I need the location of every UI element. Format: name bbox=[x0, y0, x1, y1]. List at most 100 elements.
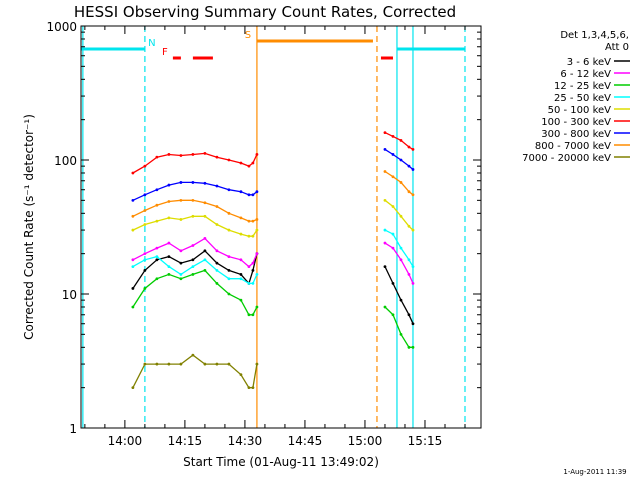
data-point-0-1-2 bbox=[399, 298, 403, 302]
data-point-8-0-8 bbox=[227, 362, 231, 366]
series-line-8-0 bbox=[132, 354, 258, 389]
data-point-7-0-10 bbox=[247, 219, 251, 223]
data-point-4-0-12 bbox=[255, 228, 259, 232]
data-point-5-0-4 bbox=[179, 154, 183, 157]
data-point-3-1-1 bbox=[391, 232, 395, 236]
data-point-5-0-10 bbox=[247, 164, 251, 168]
data-point-4-0-11 bbox=[251, 234, 255, 238]
legend-entry-6: 300 - 800 keV bbox=[541, 129, 611, 140]
data-point-5-0-0 bbox=[131, 171, 135, 175]
legend-entry-1: 6 - 12 keV bbox=[560, 69, 611, 80]
data-point-5-0-6 bbox=[203, 152, 207, 155]
data-point-1-0-0 bbox=[131, 258, 135, 262]
legend-entry-7: 800 - 7000 keV bbox=[535, 141, 611, 152]
plot-frame bbox=[80, 25, 482, 429]
legend-entry-3: 25 - 50 keV bbox=[554, 93, 611, 104]
data-point-0-0-5 bbox=[191, 258, 195, 262]
data-point-4-0-1 bbox=[143, 223, 147, 226]
legend-entry-2: 12 - 25 keV bbox=[554, 81, 611, 92]
data-point-4-0-7 bbox=[215, 223, 219, 226]
x-axis-label: Start Time (01-Aug-11 13:49:02) bbox=[183, 455, 379, 469]
data-point-1-0-7 bbox=[215, 249, 219, 253]
data-point-6-1-1 bbox=[391, 153, 395, 156]
flag-label-S: S bbox=[245, 30, 251, 41]
data-point-6-0-2 bbox=[155, 188, 159, 192]
data-point-7-0-2 bbox=[155, 203, 159, 207]
data-point-3-0-5 bbox=[191, 265, 195, 269]
data-point-2-1-1 bbox=[391, 313, 395, 317]
data-point-8-0-11 bbox=[251, 386, 255, 390]
data-point-2-0-4 bbox=[179, 277, 183, 281]
data-point-7-0-11 bbox=[251, 219, 255, 223]
x-tick-label-3: 14:45 bbox=[288, 434, 323, 448]
series-line-1-0 bbox=[132, 237, 258, 268]
data-point-7-0-0 bbox=[131, 214, 135, 218]
data-point-2-0-10 bbox=[247, 313, 251, 317]
data-point-5-0-1 bbox=[143, 164, 147, 168]
data-point-8-0-0 bbox=[131, 386, 135, 390]
data-point-1-0-1 bbox=[143, 252, 147, 256]
flag-label-F: F bbox=[162, 47, 168, 58]
data-point-4-1-2 bbox=[399, 214, 403, 218]
data-point-6-0-12 bbox=[255, 190, 259, 194]
data-point-0-0-6 bbox=[203, 249, 207, 253]
data-point-7-0-4 bbox=[179, 198, 183, 202]
data-point-2-0-6 bbox=[203, 269, 207, 272]
series-line-1-1 bbox=[384, 242, 414, 284]
data-point-0-0-4 bbox=[179, 261, 183, 265]
flag-label-N: N bbox=[148, 38, 155, 49]
series-line-4-0 bbox=[132, 215, 258, 237]
data-point-7-0-3 bbox=[167, 200, 171, 203]
data-point-7-1-3 bbox=[407, 190, 411, 194]
data-point-6-1-2 bbox=[399, 158, 403, 162]
data-point-3-1-4 bbox=[411, 265, 415, 269]
data-point-3-1-0 bbox=[383, 228, 387, 232]
data-point-7-1-4 bbox=[411, 193, 415, 197]
data-point-7-0-6 bbox=[203, 201, 207, 205]
data-point-3-0-6 bbox=[203, 258, 207, 262]
data-point-4-0-3 bbox=[167, 216, 171, 220]
x-tick-label-0: 14:00 bbox=[108, 434, 143, 448]
data-point-4-0-6 bbox=[203, 214, 207, 218]
data-point-7-0-9 bbox=[239, 216, 243, 220]
data-point-5-0-7 bbox=[215, 155, 219, 159]
data-point-4-1-1 bbox=[391, 205, 395, 208]
data-point-5-1-0 bbox=[383, 131, 387, 135]
data-point-8-0-3 bbox=[167, 362, 171, 366]
data-point-2-1-3 bbox=[407, 345, 411, 349]
data-point-6-0-6 bbox=[203, 181, 207, 185]
timestamp: 1-Aug-2011 11:39 bbox=[563, 468, 626, 476]
data-point-3-0-8 bbox=[227, 277, 231, 281]
data-point-2-0-1 bbox=[143, 287, 147, 290]
data-point-6-1-0 bbox=[383, 147, 387, 151]
data-point-1-0-10 bbox=[247, 265, 251, 269]
data-point-6-1-4 bbox=[411, 168, 415, 171]
data-point-8-0-9 bbox=[239, 373, 243, 377]
data-point-5-1-4 bbox=[411, 147, 415, 151]
data-point-4-0-2 bbox=[155, 219, 159, 223]
x-tick-label-2: 14:30 bbox=[228, 434, 263, 448]
data-point-4-1-0 bbox=[383, 198, 387, 202]
data-point-3-0-3 bbox=[167, 265, 171, 269]
legend-header-1: Att 0 bbox=[605, 42, 629, 53]
data-point-3-0-0 bbox=[131, 265, 135, 269]
data-point-8-0-7 bbox=[215, 362, 219, 366]
data-point-3-0-2 bbox=[155, 255, 159, 259]
data-point-4-0-8 bbox=[227, 228, 231, 232]
data-point-5-0-9 bbox=[239, 161, 243, 165]
data-point-7-0-8 bbox=[227, 211, 231, 215]
x-tick-label-4: 15:00 bbox=[348, 434, 383, 448]
data-point-0-1-0 bbox=[383, 265, 387, 269]
data-point-3-0-12 bbox=[255, 273, 259, 276]
data-point-7-0-7 bbox=[215, 205, 219, 208]
data-point-4-0-9 bbox=[239, 232, 243, 236]
data-point-5-0-8 bbox=[227, 158, 231, 162]
data-point-0-0-3 bbox=[167, 255, 171, 259]
series-line-6-0 bbox=[132, 181, 258, 201]
data-point-3-0-10 bbox=[247, 281, 251, 285]
data-point-3-1-3 bbox=[407, 258, 411, 262]
data-point-7-0-5 bbox=[191, 198, 195, 202]
data-point-1-0-2 bbox=[155, 246, 159, 250]
data-point-1-0-12 bbox=[255, 252, 259, 256]
